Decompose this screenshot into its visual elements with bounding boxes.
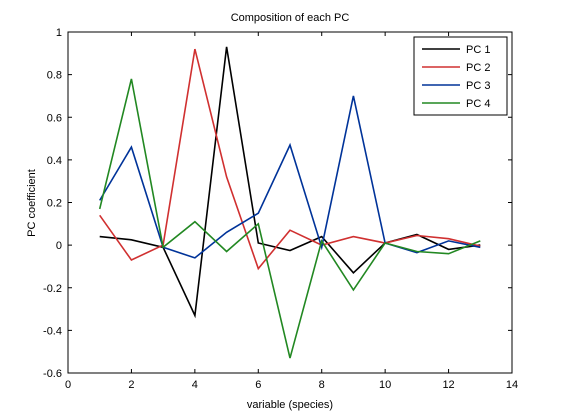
x-tick-label: 8 xyxy=(319,379,325,391)
x-tick-label: 0 xyxy=(65,379,71,391)
x-axis-title: variable (species) xyxy=(247,399,333,411)
y-tick-label: 0.8 xyxy=(47,70,62,82)
y-tick-label: 0 xyxy=(56,240,62,252)
x-tick-label: 4 xyxy=(192,379,198,391)
y-tick-label: 1 xyxy=(56,27,62,39)
legend-label-pc-3: PC 3 xyxy=(466,80,490,92)
x-tick-label: 12 xyxy=(442,379,454,391)
legend: PC 1 PC 2 PC 3 PC 4 xyxy=(414,37,507,115)
y-tick-label: 0.4 xyxy=(47,155,62,167)
x-tick-label: 14 xyxy=(506,379,518,391)
y-tick-label: -0.6 xyxy=(43,368,62,380)
x-tick-label: 6 xyxy=(255,379,261,391)
y-tick-label: 0.2 xyxy=(47,198,62,210)
legend-label-pc-1: PC 1 xyxy=(466,44,490,56)
x-tick-label: 10 xyxy=(379,379,391,391)
y-tick-label: -0.4 xyxy=(43,325,62,337)
legend-label-pc-4: PC 4 xyxy=(466,98,490,110)
y-tick-label: -0.2 xyxy=(43,283,62,295)
chart-title: Composition of each PC xyxy=(231,12,350,24)
x-tick-label: 2 xyxy=(128,379,134,391)
y-axis-title: PC coefficient xyxy=(26,169,38,237)
legend-label-pc-2: PC 2 xyxy=(466,62,490,74)
y-tick-label: 0.6 xyxy=(47,112,62,124)
